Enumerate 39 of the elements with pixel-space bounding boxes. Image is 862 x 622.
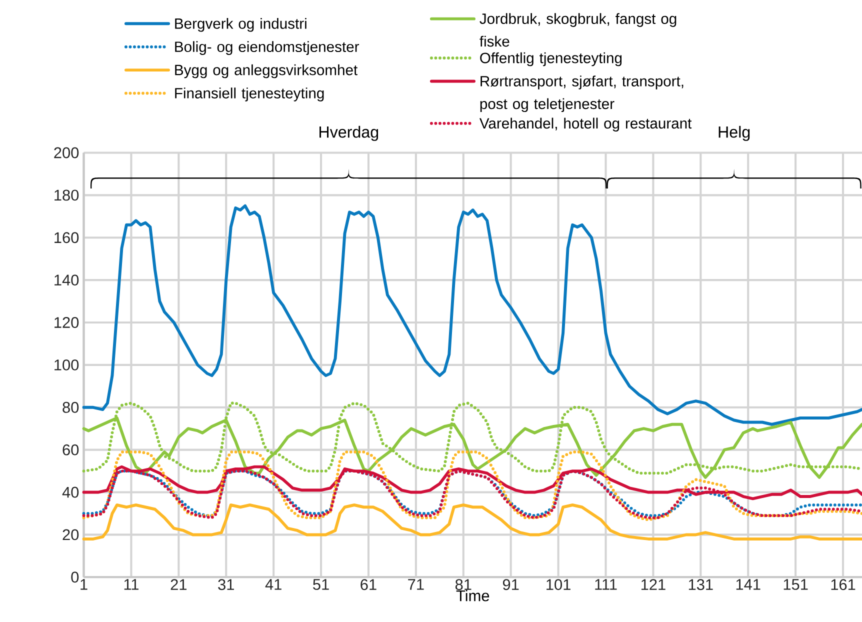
- y-tick-label: 20: [62, 529, 79, 540]
- legend-label: Finansiell tjenesteyting: [175, 88, 324, 102]
- x-axis-title: Time: [456, 590, 490, 602]
- legend-label: Jordbruk, skogbruk, fangst og fiske: [480, 13, 676, 47]
- y-tick-label: 160: [54, 232, 79, 244]
- x-tick-label: 21: [170, 579, 187, 590]
- x-tick-label: 71: [408, 579, 424, 590]
- x-tick-label: 51: [313, 579, 329, 590]
- y-tick-label: 120: [54, 317, 79, 328]
- x-tick-label: 141: [736, 579, 760, 590]
- y-tick-label: 40: [62, 486, 79, 498]
- x-tick-label: 61: [360, 579, 376, 590]
- y-tick-label: 60: [62, 444, 79, 456]
- y-tick-label: 180: [54, 190, 79, 201]
- x-tick-label: 91: [502, 579, 519, 590]
- x-tick-label: 41: [265, 579, 282, 590]
- legend-label: Bygg og anleggsvirksomhet: [175, 64, 358, 78]
- x-tick-label: 121: [641, 579, 666, 590]
- y-tick-label: 100: [54, 360, 79, 371]
- x-tick-label: 31: [218, 579, 234, 590]
- x-tick-label: 81: [455, 579, 472, 590]
- x-tick-label: 111: [595, 579, 617, 590]
- y-tick-label: 200: [54, 147, 79, 158]
- text: Helg: [718, 126, 750, 142]
- legend-label: Bolig- og eiendomstjenester: [175, 41, 360, 56]
- legend-label: Offentlig tjenesteyting: [480, 52, 622, 66]
- legend-label: Rørtransport, sjøfart, transport, post og teletjenester: [480, 76, 684, 112]
- x-tick-label: 101: [546, 579, 570, 590]
- x-tick-label: 131: [688, 579, 713, 590]
- x-tick-label: 151: [784, 579, 808, 590]
- x-tick-label: 1: [80, 579, 88, 590]
- legend-label: Bergverk og industri: [175, 18, 306, 32]
- x-tick-label: 11: [124, 579, 138, 590]
- y-tick-label: 140: [54, 274, 79, 286]
- y-tick-label: 0: [71, 572, 79, 583]
- y-tick-label: 80: [62, 402, 79, 414]
- x-tick-label: 161: [831, 579, 856, 590]
- text: Hverdag: [320, 126, 378, 142]
- legend-label: Varehandel, hotell og restaurant: [479, 118, 692, 132]
